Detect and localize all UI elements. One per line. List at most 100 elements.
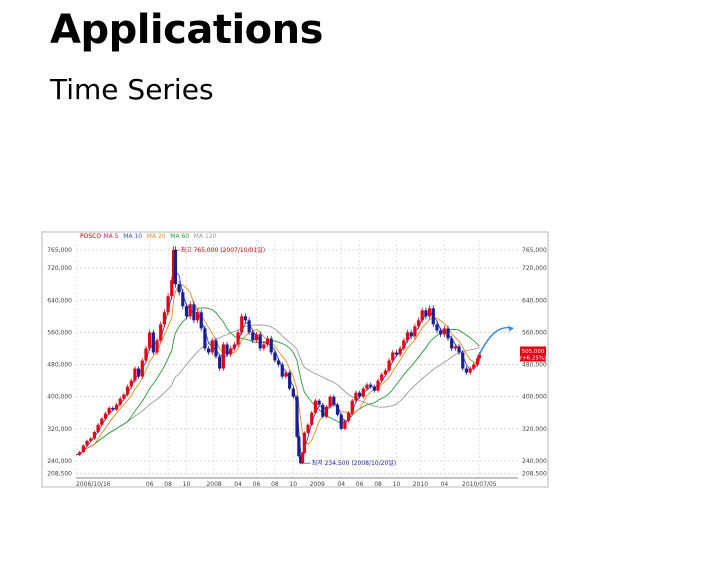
x-tick-label: 04: [441, 481, 449, 488]
current-price-value: 505,000: [522, 349, 545, 355]
y-tick-label-right: 400,000: [522, 394, 547, 401]
y-tick-label-right: 320,000: [522, 426, 547, 433]
candle-body: [92, 432, 97, 439]
y-tick-label-left: 208,500: [47, 471, 72, 478]
x-tick-label: 04: [234, 481, 242, 488]
candle-body: [125, 386, 130, 395]
candle-body: [284, 372, 288, 377]
low-annotation: 최저 234,500 (2008/10/20일): [312, 459, 396, 467]
candle-body: [103, 413, 108, 419]
candle-body: [428, 308, 432, 317]
y-tick-label-left: 320,000: [47, 426, 72, 433]
candle-body: [291, 388, 295, 397]
candle-body: [398, 348, 402, 355]
candle-body: [321, 404, 325, 417]
candle-body: [159, 324, 163, 341]
y-tick-label-right: 560,000: [522, 329, 547, 336]
candle-body: [107, 407, 111, 414]
candle-body: [166, 296, 170, 313]
candle-body: [195, 312, 200, 321]
candle-body: [387, 360, 391, 371]
x-tick-label: 04: [337, 481, 345, 488]
candle-body: [199, 312, 203, 329]
candle-body: [203, 328, 207, 349]
x-tick-label: 2006/10/16: [76, 481, 111, 488]
candle-body: [402, 340, 406, 349]
candlesticks: [78, 246, 481, 465]
current-price-box: [520, 346, 546, 362]
candle-body: [243, 316, 248, 321]
x-tick-label: 08: [374, 481, 382, 488]
candle-body: [446, 328, 450, 339]
x-axis: 2006/10/16 06 08 10 2008 04 06 08 10 2009 04 06 08 10…: [76, 477, 518, 488]
candle-body: [254, 334, 259, 341]
x-tick-label: 2010/07/05: [462, 481, 497, 488]
candle-body: [450, 338, 454, 349]
chart-grid: [75, 240, 518, 477]
candle-body: [280, 364, 284, 377]
candle-body: [148, 332, 152, 349]
candle-body: [300, 452, 305, 464]
y-tick-label-right: 480,000: [522, 362, 547, 369]
candle-body: [81, 445, 85, 453]
y-axis-right: 208,500 240,000 320,000 400,000 480,000 560,0…: [522, 247, 547, 478]
candle-body: [383, 370, 387, 375]
candle-body: [214, 340, 218, 357]
candle-body: [173, 250, 178, 285]
stock-chart: 208,500 240,000 320,000 400,000 480,000 560,0…: [40, 222, 552, 492]
chart-legend: POSCO MA 5 MA 10 MA 20 MA 60 MA 120: [80, 233, 217, 240]
x-tick-label: 06: [253, 481, 261, 488]
ma-60-line: [75, 307, 480, 456]
candle-body: [232, 344, 236, 349]
candle-body: [361, 388, 365, 397]
y-tick-label-right: 240,000: [522, 458, 547, 465]
candle-body: [114, 404, 119, 410]
y-tick-label-left: 765,000: [47, 247, 72, 254]
candle-body: [100, 418, 104, 425]
candle-body: [251, 332, 255, 341]
legend-entry: POSCO: [80, 233, 101, 240]
x-tick-label: 06: [146, 481, 154, 488]
candle-body: [240, 316, 244, 333]
legend-entry: MA 10: [123, 233, 142, 240]
candle-body: [477, 354, 481, 359]
candle-body: [409, 332, 413, 337]
candle-body: [118, 398, 122, 405]
candle-body: [184, 306, 189, 317]
candle-body: [328, 396, 332, 407]
y-tick-label-left: 240,000: [47, 458, 72, 465]
legend-entry: MA 60: [170, 233, 189, 240]
candle-body: [431, 308, 435, 325]
candle-body: [122, 394, 126, 399]
y-tick-label-left: 480,000: [47, 362, 72, 369]
y-tick-label-left: 640,000: [47, 297, 72, 304]
candle-body: [192, 304, 196, 321]
candle-body: [442, 328, 446, 335]
candle-body: [339, 414, 343, 429]
candle-body: [276, 360, 281, 365]
candle-body: [111, 407, 115, 410]
x-tick-label: 2010: [413, 481, 428, 488]
candle-body: [247, 320, 251, 333]
y-tick-label-left: 400,000: [47, 394, 72, 401]
candle-body: [420, 310, 424, 321]
candle-body: [372, 386, 376, 391]
candle-body: [85, 440, 89, 446]
y-axis-left: 208,500 240,000 320,000 400,000 480,000 560,0…: [47, 247, 72, 478]
candle-body: [207, 348, 211, 353]
candle-body: [358, 392, 362, 397]
candle-body: [354, 392, 358, 401]
x-tick-label: 10: [289, 481, 297, 488]
candle-body: [350, 400, 354, 413]
candle-body: [177, 284, 181, 293]
current-price-change: (+6.25%): [520, 355, 546, 361]
y-tick-label-right: 208,500: [522, 471, 547, 478]
y-tick-label-right: 720,000: [522, 265, 547, 272]
candle-body: [288, 372, 292, 389]
x-tick-label: 2009: [310, 481, 325, 488]
candle-body: [188, 304, 192, 317]
y-tick-label-left: 560,000: [47, 329, 72, 336]
x-tick-label: 08: [271, 481, 279, 488]
candle-body: [439, 330, 443, 335]
legend-entry: MA 20: [147, 233, 166, 240]
